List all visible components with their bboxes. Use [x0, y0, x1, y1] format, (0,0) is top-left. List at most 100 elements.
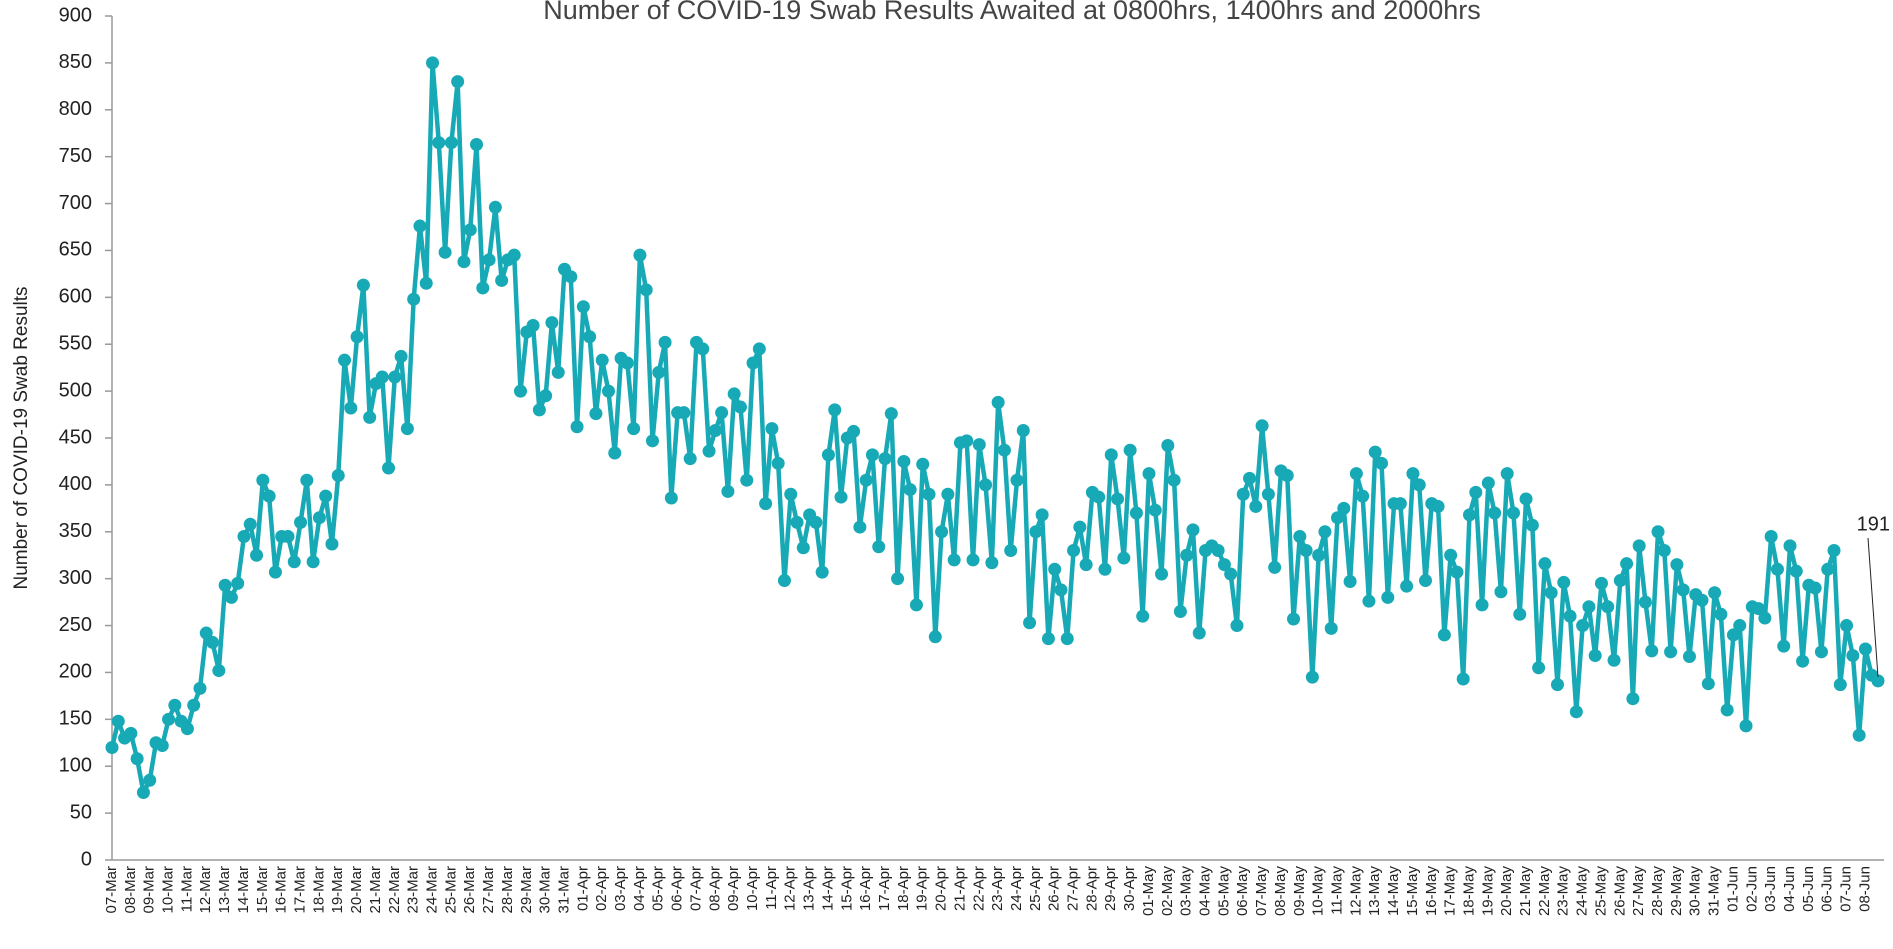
- x-tick-label: 07-May: [1253, 866, 1270, 917]
- data-point: [928, 630, 942, 644]
- data-point: [1142, 467, 1156, 481]
- data-point: [1230, 619, 1244, 633]
- x-tick-label: 03-Apr: [612, 866, 629, 911]
- data-point: [708, 423, 722, 437]
- x-tick-label: 07-Apr: [687, 866, 704, 911]
- x-tick-label: 23-Mar: [405, 866, 422, 914]
- data-point: [438, 245, 452, 259]
- data-point: [1211, 544, 1225, 558]
- data-point: [639, 283, 653, 297]
- x-tick-label: 22-Mar: [386, 866, 403, 914]
- x-tick-label: 21-Mar: [367, 866, 384, 914]
- x-tick-label: 09-Mar: [141, 866, 158, 914]
- x-tick-label: 29-Apr: [1102, 866, 1119, 911]
- data-point: [1217, 558, 1231, 572]
- data-point: [1695, 593, 1709, 607]
- data-point: [696, 342, 710, 356]
- x-tick-label: 29-May: [1668, 866, 1685, 917]
- data-point: [1500, 467, 1514, 481]
- x-tick-label: 13-Mar: [216, 866, 233, 914]
- x-tick-label: 24-May: [1574, 866, 1591, 917]
- data-point: [444, 136, 458, 150]
- data-point: [294, 515, 308, 529]
- data-point: [1752, 602, 1766, 616]
- data-point: [1073, 520, 1087, 534]
- x-tick-label: 31-Mar: [555, 866, 572, 914]
- data-point: [325, 537, 339, 551]
- data-point: [721, 484, 735, 498]
- data-point: [476, 281, 490, 295]
- x-tick-label: 28-May: [1649, 866, 1666, 917]
- x-tick-label: 26-Apr: [1046, 866, 1063, 911]
- data-point: [771, 456, 785, 470]
- data-point: [231, 576, 245, 590]
- x-tick-label: 02-Jun: [1743, 866, 1760, 912]
- data-point: [1287, 612, 1301, 626]
- x-tick-label: 05-Apr: [650, 866, 667, 911]
- x-tick-label: 04-Jun: [1781, 866, 1798, 912]
- data-point: [375, 370, 389, 384]
- data-point: [645, 434, 659, 448]
- data-point: [1400, 579, 1414, 593]
- x-tick-label: 25-Mar: [442, 866, 459, 914]
- data-point: [1532, 661, 1546, 675]
- data-point: [470, 137, 484, 151]
- data-point: [1337, 501, 1351, 515]
- data-point: [1035, 508, 1049, 522]
- data-point: [1814, 645, 1828, 659]
- x-tick-label: 14-Mar: [235, 866, 252, 914]
- data-label: 191: [1857, 513, 1890, 535]
- data-point: [633, 248, 647, 262]
- data-point: [595, 353, 609, 367]
- x-tick-label: 25-Apr: [1027, 866, 1044, 911]
- data-point: [105, 740, 119, 754]
- data-point: [627, 422, 641, 436]
- data-point: [243, 517, 257, 531]
- data-point: [1739, 719, 1753, 733]
- data-point: [1029, 525, 1043, 539]
- data-point: [1770, 562, 1784, 576]
- x-tick-label: 16-Apr: [857, 866, 874, 911]
- x-tick-label: 13-May: [1366, 866, 1383, 917]
- data-point: [1601, 600, 1615, 614]
- x-tick-label: 01-Jun: [1724, 866, 1741, 912]
- data-point: [1148, 503, 1162, 517]
- y-tick-label: 350: [59, 520, 92, 542]
- x-tick-label: 15-Apr: [838, 866, 855, 911]
- x-tick-label: 03-Jun: [1762, 866, 1779, 912]
- data-point: [1224, 567, 1238, 581]
- data-point: [664, 491, 678, 505]
- data-point: [426, 56, 440, 70]
- x-tick-label: 20-May: [1498, 866, 1515, 917]
- data-point: [620, 356, 634, 370]
- data-point: [363, 410, 377, 424]
- data-point: [1161, 439, 1175, 453]
- data-point: [897, 454, 911, 468]
- data-point: [1481, 476, 1495, 490]
- x-tick-label: 17-Apr: [876, 866, 893, 911]
- data-point: [136, 785, 150, 799]
- data-point: [922, 487, 936, 501]
- data-point: [1016, 423, 1030, 437]
- data-point: [765, 422, 779, 436]
- data-point: [715, 406, 729, 420]
- x-tick-label: 20-Mar: [348, 866, 365, 914]
- x-tick-label: 12-Apr: [782, 866, 799, 911]
- x-tick-label: 15-May: [1404, 866, 1421, 917]
- data-point: [400, 422, 414, 436]
- x-tick-label: 25-May: [1592, 866, 1609, 917]
- y-tick-label: 900: [59, 4, 92, 26]
- y-tick-label: 450: [59, 426, 92, 448]
- data-point: [488, 200, 502, 214]
- data-point: [947, 553, 961, 567]
- data-point: [658, 335, 672, 349]
- data-point: [1129, 506, 1143, 520]
- data-point: [1557, 575, 1571, 589]
- data-point: [1488, 506, 1502, 520]
- data-point: [884, 407, 898, 421]
- data-point: [1111, 492, 1125, 506]
- data-point: [1462, 508, 1476, 522]
- data-point: [1356, 489, 1370, 503]
- x-tick-label: 02-May: [1159, 866, 1176, 917]
